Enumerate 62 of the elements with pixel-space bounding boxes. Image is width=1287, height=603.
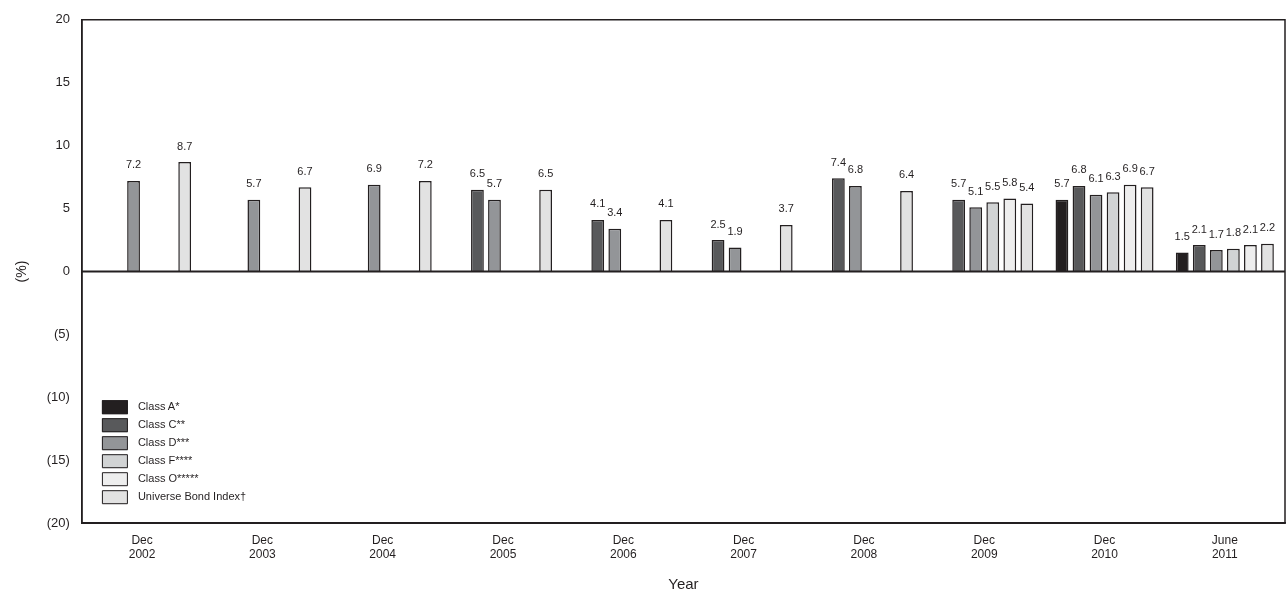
data-label: 6.7 [1139,164,1155,177]
data-label: 7.4 [830,155,846,168]
data-label: 6.5 [469,167,486,180]
y-tick-label: (20) [46,514,70,530]
data-label: 5.1 [968,184,984,197]
x-tick-label: Dec 2003 [249,532,277,562]
data-label: 6.5 [537,167,554,180]
data-label: 4.1 [590,197,606,210]
data-label: 5.8 [1002,176,1018,189]
x-tick-label: Dec 2005 [489,532,517,562]
data-label: 2.1 [1191,222,1207,235]
x-tick-label: Dec 2004 [369,532,397,562]
x-tick-label: Dec 2008 [850,532,878,562]
x-axis-title: Year [668,575,699,593]
data-label: 2.2 [1259,221,1276,234]
y-tick-label: 10 [55,137,70,153]
data-label: 6.9 [366,162,382,175]
data-label: 3.4 [607,206,623,219]
legend-label: Class A* [137,400,181,413]
x-tick-label: Dec 2009 [970,532,998,562]
x-tick-label: Dec 2002 [128,532,156,562]
legend-label: Class O***** [137,472,200,485]
data-label: 1.5 [1174,230,1190,243]
data-label: 3.7 [778,202,794,215]
data-label: 4.1 [658,197,674,210]
data-label: 1.7 [1208,227,1224,240]
y-tick-label: 5 [62,200,70,216]
data-label: 1.8 [1225,226,1242,239]
data-label: 8.7 [177,139,193,152]
y-tick-label: (15) [46,451,70,467]
data-label: 5.7 [486,177,503,190]
data-label: 5.7 [951,177,967,190]
legend-label: Universe Bond Index† [137,490,247,503]
data-label: 6.8 [847,163,864,176]
data-label: 5.4 [1019,181,1035,194]
legend-label: Class C** [137,418,186,431]
y-tick-label: 15 [55,74,70,90]
y-tick-label: 0 [62,263,70,279]
data-label: 6.4 [898,168,915,181]
data-label: 6.3 [1105,169,1121,182]
data-label: 7.2 [125,158,142,171]
data-label: 5.7 [1054,177,1070,190]
data-label: 5.7 [246,177,262,190]
y-tick-label: 20 [55,11,70,27]
legend-label: Class F**** [137,454,194,467]
x-tick-label: Dec 2010 [1091,532,1119,562]
y-tick-label: (5) [54,326,70,341]
data-label: 6.1 [1088,172,1104,185]
data-label: 5.5 [985,179,1001,192]
data-label: 2.5 [710,217,726,230]
data-label: 7.2 [417,158,433,171]
data-label: 6.9 [1122,162,1138,175]
x-tick-label: Dec 2006 [609,532,637,562]
data-label: 6.8 [1071,163,1087,176]
x-tick-label: Dec 2007 [730,532,758,562]
x-tick-label: June 2011 [1211,532,1239,562]
y-tick-label: (10) [46,388,70,404]
y-axis-title: (%) [13,260,30,283]
data-label: 2.1 [1242,222,1259,235]
legend-label: Class D*** [137,436,190,449]
data-label: 1.9 [727,225,743,238]
data-label: 6.7 [297,164,313,177]
